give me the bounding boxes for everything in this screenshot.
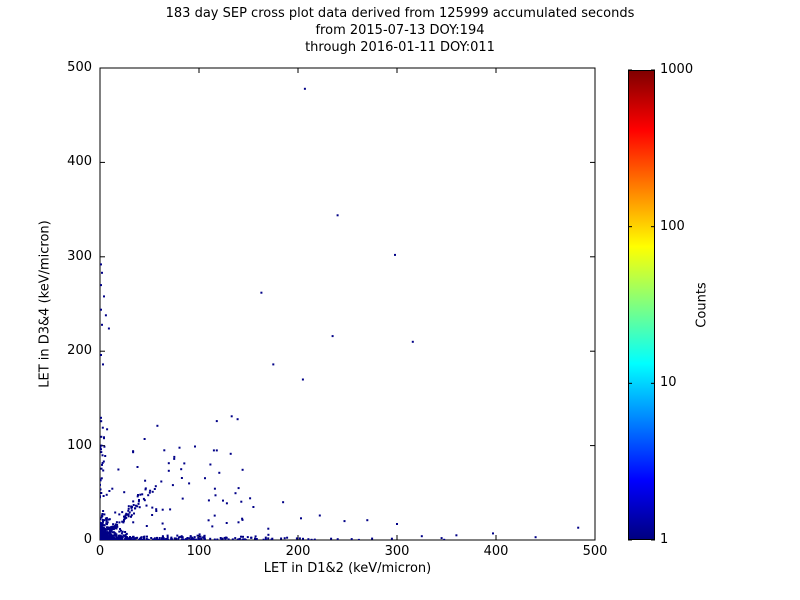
axes-frame [99, 67, 596, 541]
colorbar-gradient [628, 70, 655, 540]
y-tick-label: 200 [67, 343, 92, 359]
y-tick-label: 500 [67, 60, 92, 75]
y-tick-label: 400 [67, 154, 92, 170]
x-tick-label: 100 [186, 544, 212, 559]
axis-ticks [99, 67, 596, 541]
y-axis-label: LET in D3&4 (keV/micron) [37, 220, 53, 388]
chart-title-line-2: from 2015-07-13 DOY:194 [315, 23, 485, 38]
colorbar-tick-label: 10 [660, 375, 677, 391]
x-tick-label: 0 [95, 544, 105, 559]
y-tick-label: 300 [67, 248, 92, 264]
x-axis-label: LET in D1&2 (keV/micron) [263, 561, 432, 576]
colorbar-tick-label: 1 [660, 532, 669, 547]
x-tick-label: 200 [285, 544, 311, 559]
colorbar-tick-label: 1000 [660, 62, 694, 77]
x-tick-label: 500 [582, 544, 608, 559]
chart-title-line-3: through 2016-01-11 DOY:011 [305, 40, 495, 55]
y-tick-label: 0 [83, 532, 92, 547]
colorbar-tick-label: 100 [660, 218, 685, 234]
chart-title-line-1: 183 day SEP cross plot data derived from… [165, 6, 635, 21]
scatter-points [100, 87, 580, 540]
colorbar-label: Counts [694, 282, 710, 328]
y-tick-label: 100 [67, 437, 92, 453]
x-tick-label: 400 [483, 544, 509, 559]
x-tick-label: 300 [384, 544, 410, 559]
